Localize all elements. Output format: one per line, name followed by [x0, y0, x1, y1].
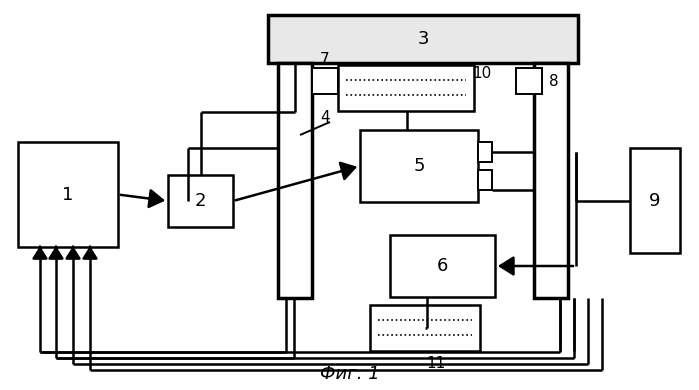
Bar	[268, 15, 578, 63]
Text: 2: 2	[195, 192, 206, 210]
Bar	[370, 305, 480, 351]
Bar	[390, 235, 495, 297]
Bar	[534, 63, 568, 298]
Bar	[360, 130, 478, 202]
Text: Фиг. 1: Фиг. 1	[319, 365, 380, 383]
Text: 7: 7	[320, 53, 330, 67]
Bar	[338, 65, 474, 111]
Bar	[516, 68, 542, 94]
Bar	[168, 175, 233, 227]
Text: 3: 3	[417, 30, 428, 48]
Text: 5: 5	[413, 157, 425, 175]
Text: 10: 10	[473, 66, 491, 80]
Text: 1: 1	[62, 186, 73, 204]
Bar	[630, 148, 680, 253]
Text: 4: 4	[320, 110, 330, 126]
Bar	[312, 68, 338, 94]
Text: 6: 6	[437, 257, 448, 275]
Bar	[18, 142, 118, 247]
Bar	[278, 63, 312, 298]
Bar	[478, 170, 492, 190]
Text: 9: 9	[649, 191, 661, 209]
Text: 8: 8	[549, 73, 559, 89]
Bar	[478, 142, 492, 162]
Text: 11: 11	[426, 356, 446, 370]
